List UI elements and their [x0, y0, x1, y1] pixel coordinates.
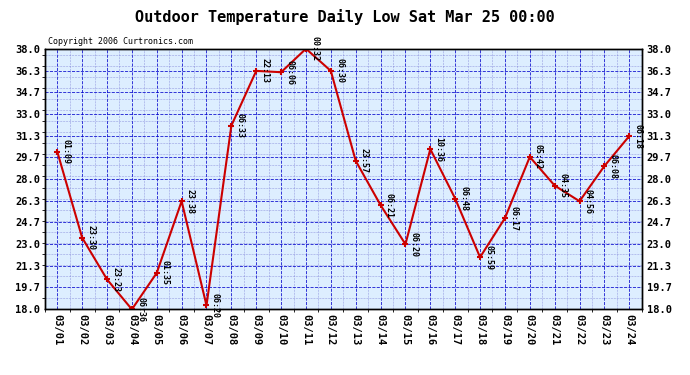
Text: 23:30: 23:30 [86, 225, 95, 250]
Text: 06:20: 06:20 [410, 232, 419, 257]
Text: 06:21: 06:21 [385, 193, 394, 217]
Text: 04:35: 04:35 [559, 173, 568, 198]
Text: 06:18: 06:18 [633, 123, 642, 148]
Text: Copyright 2006 Curtronics.com: Copyright 2006 Curtronics.com [48, 37, 193, 46]
Text: 06:20: 06:20 [210, 293, 219, 318]
Text: 06:48: 06:48 [460, 186, 469, 211]
Text: 23:57: 23:57 [360, 148, 369, 173]
Text: 05:59: 05:59 [484, 245, 493, 270]
Text: 23:38: 23:38 [186, 189, 195, 214]
Text: 10:36: 10:36 [435, 136, 444, 162]
Text: 01:09: 01:09 [61, 139, 70, 164]
Text: 06:17: 06:17 [509, 206, 518, 231]
Text: 06:33: 06:33 [235, 113, 244, 138]
Text: Outdoor Temperature Daily Low Sat Mar 25 00:00: Outdoor Temperature Daily Low Sat Mar 25… [135, 9, 555, 26]
Text: 01:35: 01:35 [161, 260, 170, 285]
Text: 06:30: 06:30 [335, 58, 344, 83]
Text: 23:23: 23:23 [111, 267, 120, 292]
Text: 00:32: 00:32 [310, 36, 319, 61]
Text: 04:56: 04:56 [584, 189, 593, 214]
Text: 05:42: 05:42 [534, 144, 543, 170]
Text: 22:13: 22:13 [260, 58, 269, 83]
Text: 06:36: 06:36 [136, 297, 145, 322]
Text: 06:08: 06:08 [609, 153, 618, 178]
Text: 06:06: 06:06 [285, 60, 294, 85]
